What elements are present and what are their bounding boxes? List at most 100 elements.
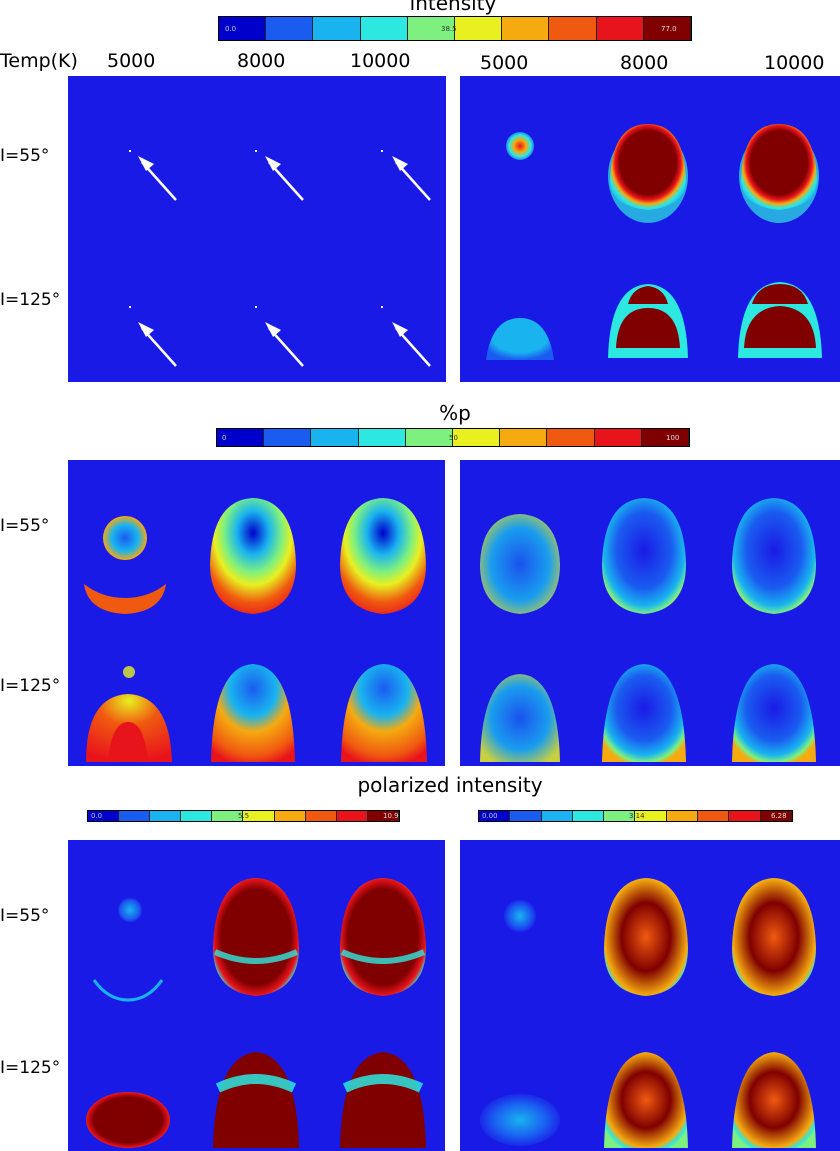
colorbar-segment xyxy=(181,811,213,821)
section-title-intensity: intensity xyxy=(409,0,497,15)
colorbar-segment xyxy=(502,17,550,40)
blob-polarized-8000-i125 xyxy=(213,1052,299,1148)
blob-polarized-5000-i125 xyxy=(86,1092,170,1148)
colorbar-segment xyxy=(360,17,408,40)
blob-intensity-8000-i125 xyxy=(608,284,688,358)
blob-polarized-10000-i125-right xyxy=(732,1052,816,1148)
colorbar-label-min: 0.00 xyxy=(482,812,498,820)
colorbar-segment xyxy=(604,811,636,821)
temp-label-5000-right: 5000 xyxy=(480,52,529,74)
colorbar-segment xyxy=(596,17,644,40)
blob-percent-p-8000-i125 xyxy=(211,664,295,762)
colorbar-segment xyxy=(217,429,265,446)
colorbar-segment xyxy=(88,811,120,821)
colorbar-segment xyxy=(313,17,361,40)
colorbar-segment xyxy=(358,429,406,446)
colorbar-segment xyxy=(274,811,306,821)
panel-polarized-right xyxy=(460,840,840,1151)
colorbar-polarized-right: 0.00 3.14 6.28 xyxy=(478,810,793,822)
row-label-i55-percent-p: I=55° xyxy=(0,516,50,536)
arrow-marker-5000-i125 xyxy=(129,306,177,367)
temp-label-8000-right: 8000 xyxy=(620,52,669,74)
colorbar-segment xyxy=(594,429,642,446)
colorbar-segment xyxy=(264,429,312,446)
colorbar-segment xyxy=(212,811,244,821)
colorbar-percent-p: 0 50 100 xyxy=(216,428,690,447)
panel-polarized-left xyxy=(68,840,445,1151)
arrow-marker-10000-i55 xyxy=(381,150,431,201)
colorbar-segment xyxy=(336,811,368,821)
colorbar-segment xyxy=(698,811,730,821)
temp-label-8000-left: 8000 xyxy=(237,50,286,72)
colorbar-segment xyxy=(641,429,690,446)
colorbar-label-mid: 50 xyxy=(449,433,458,442)
colorbar-intensity: 0.0 38.5 77.0 xyxy=(218,16,692,41)
colorbar-label-max: 6.28 xyxy=(771,812,787,820)
blob-intensity-5000-i55 xyxy=(506,132,534,160)
colorbar-segment xyxy=(367,811,399,821)
blob-polarized-5000-i55-right xyxy=(504,900,536,932)
arrow-marker-8000-i125 xyxy=(255,306,304,367)
colorbar-segment xyxy=(510,811,542,821)
blob-percent-p-5000-i125 xyxy=(86,666,172,762)
colorbar-segment xyxy=(219,17,267,40)
row-label-i125-percent-p: I=125° xyxy=(0,676,61,696)
section-title-percent-p: %p xyxy=(439,401,471,425)
row-label-i125-intensity: I=125° xyxy=(0,290,61,310)
colorbar-segment xyxy=(666,811,699,821)
colorbar-label-min: 0 xyxy=(222,433,227,442)
colorbar-segment xyxy=(549,17,597,40)
blob-percent-p-8000-i55 xyxy=(210,498,296,614)
blob-polarized-10000-i55 xyxy=(340,878,426,996)
blob-percent-p-10000-i55 xyxy=(340,498,426,614)
row-label-i55-intensity: I=55° xyxy=(0,146,50,166)
blob-intensity-5000-i125 xyxy=(486,318,554,360)
colorbar-segment xyxy=(572,811,605,821)
colorbar-segment xyxy=(643,17,692,40)
colorbar-segment xyxy=(541,811,573,821)
colorbar-segment xyxy=(243,811,275,821)
colorbar-segment xyxy=(405,429,454,446)
blob-percent-p-10000-i125 xyxy=(341,664,427,762)
blob-polarized-8000-i55 xyxy=(213,878,299,996)
colorbar-segment xyxy=(547,429,595,446)
colorbar-segment xyxy=(479,811,511,821)
panel-intensity-right xyxy=(460,76,840,382)
blob-percent-p-5000-i55 xyxy=(84,516,166,614)
colorbar-label-mid: 38.5 xyxy=(441,24,457,33)
blob-percent-p-8000-i55-right xyxy=(602,498,686,614)
colorbar-label-min: 0.0 xyxy=(225,24,237,33)
colorbar-segment xyxy=(500,429,548,446)
arrow-marker-5000-i55 xyxy=(129,150,177,201)
section-title-polarized-intensity: polarized intensity xyxy=(357,773,543,797)
blob-percent-p-10000-i125-right xyxy=(732,664,816,762)
blob-intensity-8000-i55 xyxy=(608,124,688,223)
row-label-i55-polarized: I=55° xyxy=(0,906,50,926)
colorbar-polarized-left: 0.0 5.5 10.9 xyxy=(87,810,400,822)
temp-label-10000-right: 10000 xyxy=(764,52,825,74)
panel-percent-p-left xyxy=(68,460,445,766)
colorbar-label-max: 100 xyxy=(666,433,680,442)
panel-intensity-left xyxy=(68,76,446,382)
colorbar-segment xyxy=(760,811,792,821)
colorbar-label-mid: 5.5 xyxy=(238,812,250,820)
blob-polarized-10000-i55-right xyxy=(732,878,816,996)
colorbar-label-max: 77.0 xyxy=(661,24,677,33)
colorbar-segment xyxy=(729,811,761,821)
blob-percent-p-5000-i55-right xyxy=(480,514,560,614)
colorbar-segment xyxy=(635,811,667,821)
colorbar-segment xyxy=(266,17,314,40)
blob-percent-p-5000-i125-right xyxy=(480,674,560,762)
colorbar-segment xyxy=(455,17,503,40)
panel-percent-p-right xyxy=(460,460,840,766)
colorbar-segment xyxy=(150,811,182,821)
blob-polarized-5000-i125-right xyxy=(480,1094,560,1146)
colorbar-segment xyxy=(311,429,359,446)
blob-percent-p-8000-i125-right xyxy=(602,664,686,762)
blob-intensity-10000-i55 xyxy=(739,124,819,223)
arrow-marker-10000-i125 xyxy=(381,306,431,367)
colorbar-label-mid: 3.14 xyxy=(629,812,645,820)
temp-label-10000-left: 10000 xyxy=(350,50,411,72)
blob-polarized-8000-i55-right xyxy=(604,878,688,996)
row-label-i125-polarized: I=125° xyxy=(0,1058,61,1078)
